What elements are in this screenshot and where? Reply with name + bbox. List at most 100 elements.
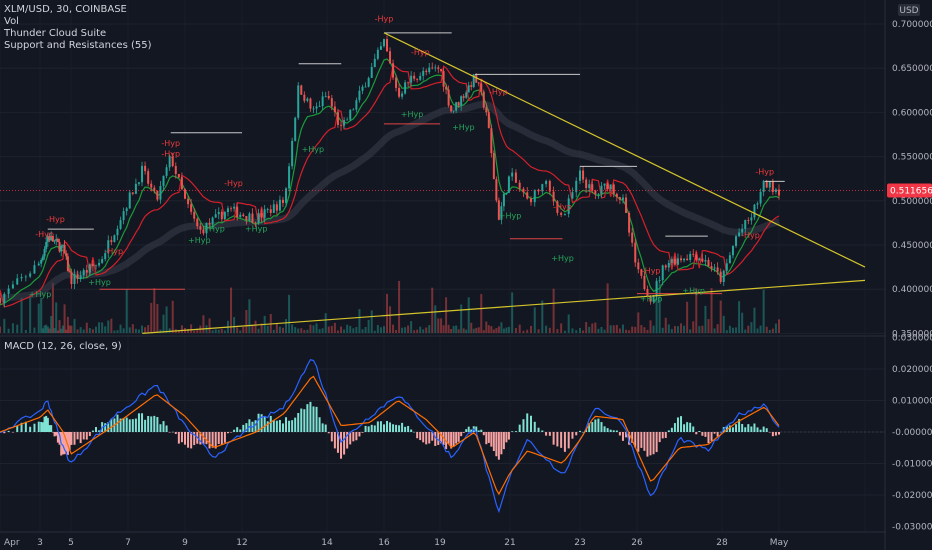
- candle: [416, 78, 419, 80]
- candle: [294, 117, 297, 141]
- candle: [735, 236, 738, 247]
- histogram-bar: [3, 432, 6, 434]
- currency-badge: [898, 4, 920, 16]
- histogram-bar: [643, 432, 646, 451]
- volume-bar: [518, 324, 521, 333]
- indicator-vol[interactable]: Vol: [4, 16, 19, 27]
- candle: [477, 82, 480, 84]
- candle: [440, 68, 443, 72]
- histogram-bar: [410, 429, 413, 432]
- candle: [631, 232, 634, 243]
- histogram-bar: [41, 422, 44, 432]
- histogram-bar: [545, 432, 548, 436]
- candle: [171, 156, 174, 167]
- candle: [300, 85, 303, 95]
- candle: [73, 274, 76, 285]
- histogram-bar: [603, 426, 606, 432]
- histogram-bar: [70, 432, 73, 445]
- candle: [230, 208, 233, 210]
- time-tick-label: 23: [574, 538, 585, 548]
- volume-bar: [643, 327, 646, 333]
- volume-bar: [147, 325, 150, 333]
- volume-bar: [615, 324, 618, 333]
- volume-bar: [16, 324, 19, 333]
- histogram-bar: [110, 418, 113, 432]
- candle: [563, 213, 566, 215]
- volume-bar: [695, 288, 698, 333]
- volume-bar: [462, 328, 465, 333]
- volume-bar: [621, 324, 624, 333]
- price-tick-label: 0.500000: [892, 197, 932, 207]
- candle: [110, 240, 113, 243]
- candle: [137, 182, 140, 184]
- candle: [434, 67, 437, 69]
- histogram-bar: [389, 422, 392, 432]
- histogram-bar: [370, 424, 373, 432]
- volume-bar: [774, 323, 777, 333]
- histogram-bar: [640, 432, 643, 448]
- histogram-bar: [248, 419, 251, 432]
- candle: [131, 192, 134, 194]
- volume-bar: [306, 329, 309, 333]
- candle: [248, 213, 251, 221]
- candle: [68, 271, 71, 273]
- candle: [159, 186, 162, 200]
- histogram-bar: [591, 422, 594, 432]
- volume-bar: [20, 297, 23, 333]
- histogram-bar: [470, 429, 473, 432]
- volume-bar: [707, 319, 710, 333]
- histogram-bar: [505, 432, 508, 443]
- candle: [658, 280, 661, 281]
- indicator-sr[interactable]: Support and Resistances (55): [4, 40, 152, 51]
- candle: [628, 212, 631, 233]
- histogram-bar: [759, 429, 762, 432]
- price-tick-label: 0.450000: [892, 241, 932, 251]
- candle: [410, 75, 413, 83]
- candle: [53, 240, 56, 242]
- candle: [343, 120, 346, 126]
- signals: -Hyp -Hyp +Hyp +Hyp -Hyp -Hyp -Hyp +Hyp +Hyp -Hyp…: [29, 14, 774, 303]
- histogram-bar: [579, 430, 581, 432]
- volume-bar: [704, 305, 707, 333]
- candle: [404, 82, 407, 94]
- volume-bar: [217, 329, 220, 333]
- histogram-bar: [485, 432, 488, 445]
- volume-bar: [398, 280, 401, 333]
- volume-bar: [61, 325, 64, 333]
- volume-bar: [55, 302, 58, 333]
- histogram-bar: [765, 428, 768, 432]
- histogram-bar: [165, 425, 168, 432]
- volume-bar: [591, 323, 594, 333]
- volume-bar: [594, 322, 597, 333]
- volume-bar: [113, 330, 116, 333]
- volume-bar: [358, 309, 361, 333]
- candle: [85, 269, 88, 273]
- candle: [455, 102, 458, 111]
- volume-bar: [41, 328, 44, 333]
- volume-bar: [765, 326, 768, 333]
- candle: [263, 209, 266, 218]
- candle: [51, 235, 54, 242]
- histogram-bar: [37, 421, 40, 432]
- candle: [187, 198, 190, 205]
- indicator-thunder-cloud[interactable]: Thunder Cloud Suite: [4, 28, 107, 39]
- volume-bar: [239, 330, 242, 333]
- volume-bar: [165, 306, 168, 333]
- histogram-bar: [199, 432, 202, 445]
- volume-bar: [3, 318, 6, 333]
- volume-bar: [303, 329, 306, 333]
- candle: [762, 180, 765, 192]
- candle: [119, 220, 122, 229]
- volume-bar: [640, 325, 643, 333]
- volume-bar: [29, 295, 32, 333]
- macd-legend[interactable]: MACD (12, 26, close, 9): [4, 341, 122, 352]
- volume-bar: [692, 321, 695, 333]
- histogram-bar: [511, 431, 514, 432]
- price-tick-label: 0.600000: [892, 108, 932, 118]
- volume-bar: [428, 325, 431, 333]
- last-price-label: 0.511656: [890, 186, 932, 196]
- histogram-bar: [465, 429, 468, 432]
- cloud-band: [0, 100, 780, 302]
- candle: [594, 190, 597, 195]
